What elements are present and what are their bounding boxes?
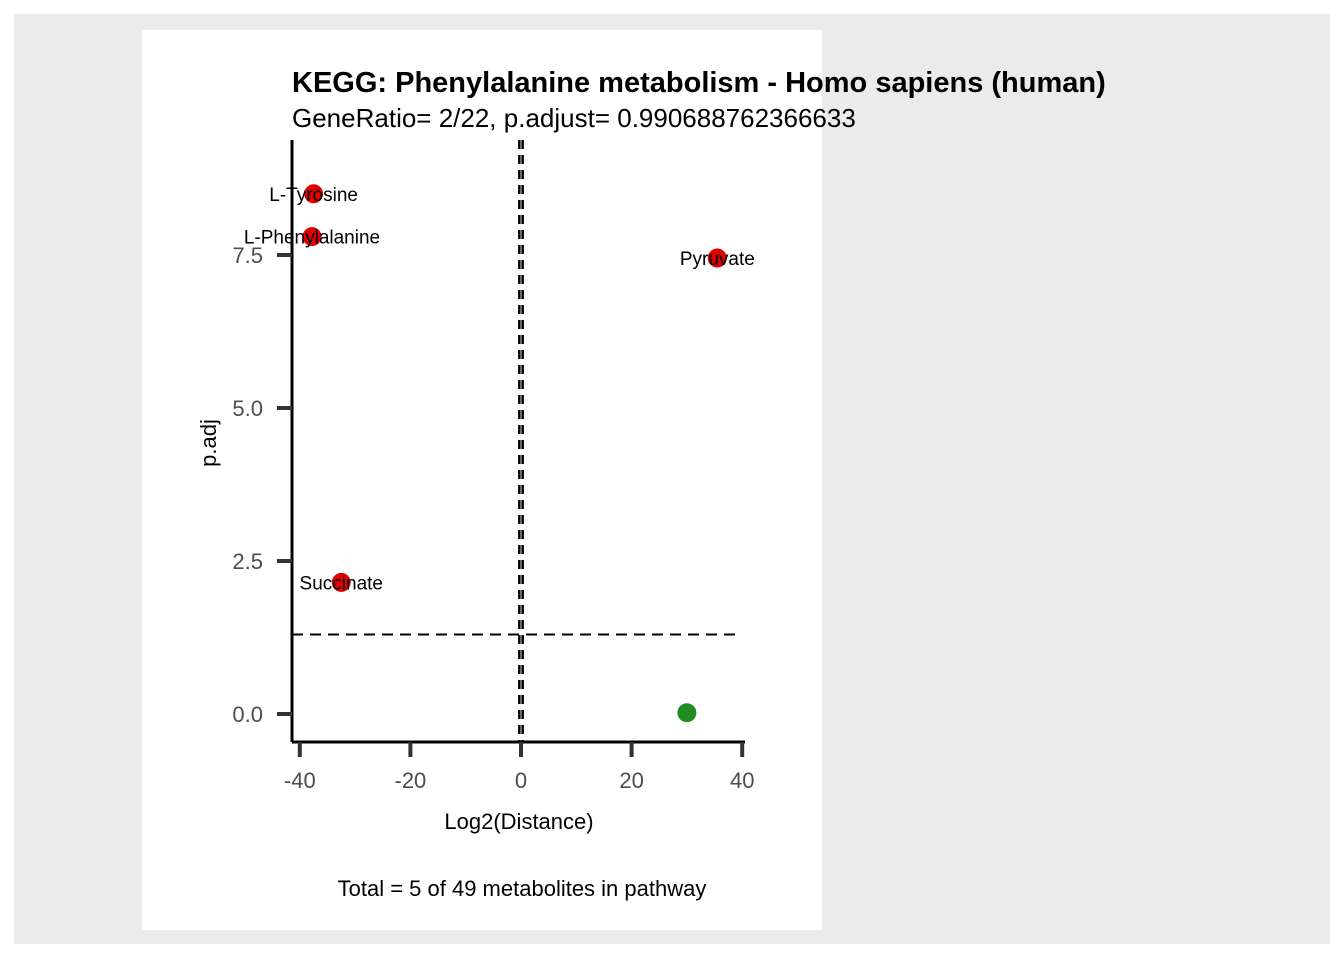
data-point [304,184,324,204]
data-points [302,184,727,723]
x-tick-label: 20 [619,768,643,793]
x-axis-title: Log2(Distance) [444,809,593,834]
point-label: Pyruvate [680,249,755,270]
x-tick-label: -40 [284,768,316,793]
plot-panel [142,30,822,930]
chart-caption: Total = 5 of 49 metabolites in pathway [338,876,707,901]
x-tick-label: 40 [730,768,754,793]
reference-lines [292,140,740,742]
point-label: L-Phenylalanine [244,228,380,249]
data-point [707,248,727,268]
y-axis-ticks: 0.0 2.5 5.0 7.5 [232,243,292,727]
y-axis-title: p.adj [196,419,221,467]
y-tick-label: 7.5 [232,243,263,268]
x-tick-label: -20 [395,768,427,793]
data-point [677,703,697,723]
y-tick-label: 0.0 [232,702,263,727]
point-labels: L-Tyrosine L-Phenylalanine Pyruvate Succina… [244,185,755,595]
y-tick-label: 5.0 [232,396,263,421]
chart-title: KEGG: Phenylalanine metabolism - Homo sa… [292,67,1106,99]
chart-subtitle: GeneRatio= 2/22, p.adjust= 0.99068876236… [292,103,856,133]
y-tick-label: 2.5 [232,549,263,574]
x-tick-label: 0 [515,768,527,793]
x-axis-ticks: -40 -20 0 20 40 [284,742,754,793]
point-label: Succinate [300,573,383,594]
data-point [331,572,351,592]
point-label: L-Tyrosine [269,185,358,206]
data-point [302,227,322,247]
